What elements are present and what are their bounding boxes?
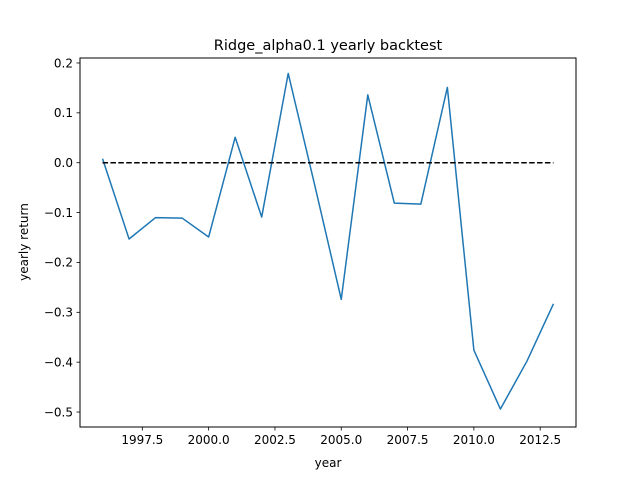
x-tick-label: 2005.0 (320, 433, 362, 447)
y-tick-label: −0.4 (44, 355, 73, 369)
y-axis-label: yearly return (17, 203, 31, 281)
y-tick-label: −0.3 (44, 306, 73, 320)
x-tick-label: 2007.5 (387, 433, 429, 447)
y-tick-label: −0.1 (44, 206, 73, 220)
y-tick-label: 0.2 (54, 56, 73, 70)
series-layer (101, 72, 555, 410)
x-tick-label: 2012.5 (519, 433, 561, 447)
x-tick-label: 2010.0 (453, 433, 495, 447)
x-axis-label: year (315, 456, 342, 470)
chart-title: Ridge_alpha0.1 yearly backtest (214, 38, 443, 54)
x-tick-label: 1997.5 (121, 433, 163, 447)
y-axis-ticks: 0.2 0.1 0.0 −0.1 −0.2 −0.3 −0.4 −0.5 (44, 56, 80, 419)
plot-frame (79, 57, 577, 428)
y-tick-label: −0.5 (44, 405, 73, 419)
x-tick-label: 2002.5 (254, 433, 296, 447)
x-tick-label: 2000.0 (188, 433, 230, 447)
yearly-return-line (101, 72, 555, 410)
x-axis-ticks: 1997.5 2000.0 2002.5 2005.0 2007.5 2010.0 2012… (121, 427, 561, 447)
y-tick-label: 0.1 (54, 106, 73, 120)
y-tick-label: 0.0 (54, 156, 73, 170)
y-tick-label: −0.2 (44, 256, 73, 270)
